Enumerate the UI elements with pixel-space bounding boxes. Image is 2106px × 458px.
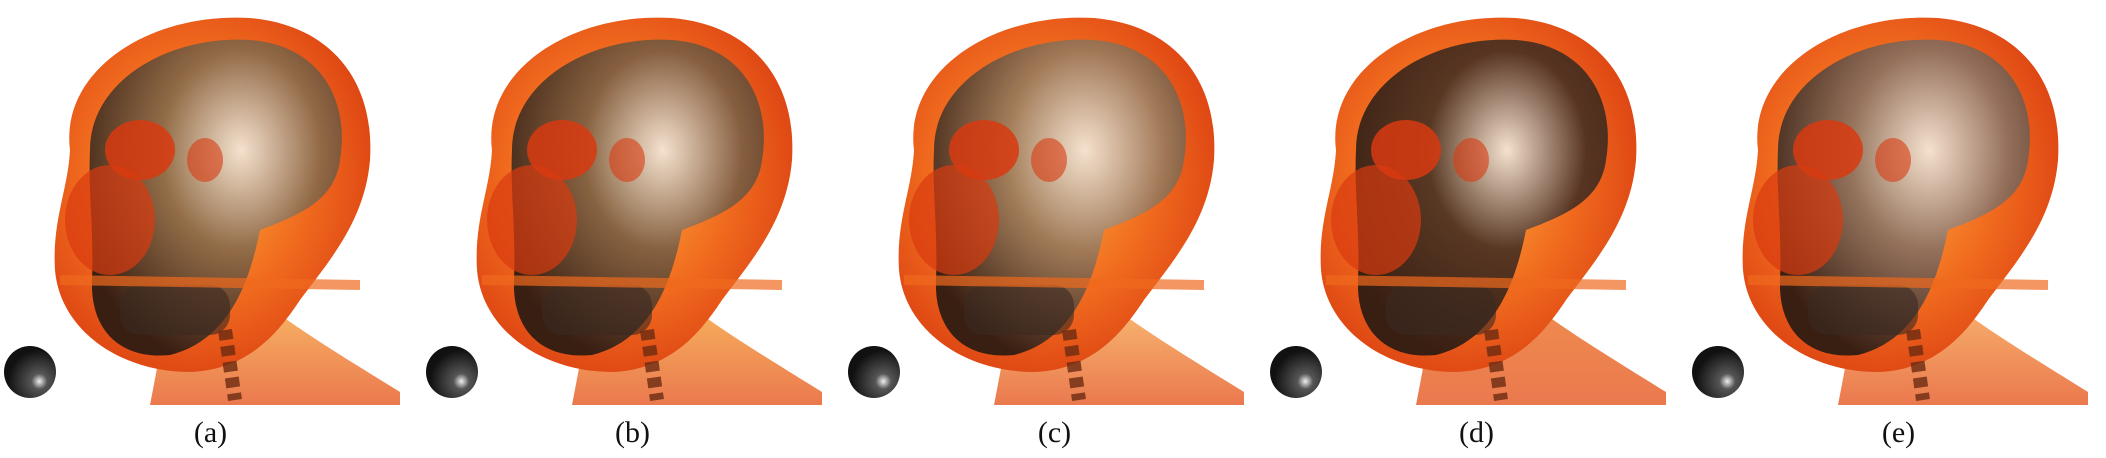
cheek	[65, 165, 155, 275]
orbit-left	[527, 120, 597, 180]
teeth	[542, 285, 652, 335]
jaw-band	[481, 275, 783, 290]
render-panel-2: (b)	[422, 0, 843, 458]
teeth	[1386, 285, 1496, 335]
lighting-sphere	[848, 346, 900, 398]
jaw-band	[903, 275, 1205, 290]
panel-caption: (b)	[615, 416, 650, 449]
cheek	[1753, 165, 1843, 275]
orbit-left	[1793, 120, 1863, 180]
orbit-right	[1875, 138, 1911, 182]
spine	[1906, 329, 1930, 401]
orbit-right	[1453, 138, 1489, 182]
spine	[218, 329, 242, 401]
render-panel-3: (c)	[844, 0, 1265, 458]
panel-caption: (e)	[1881, 416, 1916, 449]
teeth	[964, 285, 1074, 335]
lighting-sphere	[4, 346, 56, 398]
orbit-right	[1031, 138, 1067, 182]
orbit-right	[187, 138, 223, 182]
lighting-sphere	[1270, 346, 1322, 398]
lighting-sphere	[426, 346, 478, 398]
cheek	[487, 165, 577, 275]
cheek	[909, 165, 999, 275]
volume-render-image	[848, 17, 1244, 405]
spine	[1062, 329, 1086, 401]
teeth	[1808, 285, 1918, 335]
render-panel-1: (a)	[0, 0, 421, 458]
lighting-sphere	[1692, 346, 1744, 398]
render-panel-5: (e)	[1688, 0, 2106, 458]
panel-caption: (c)	[1037, 416, 1072, 449]
volume-render-image	[1692, 17, 2088, 405]
volume-render-image	[4, 17, 400, 405]
spine	[640, 329, 664, 401]
volume-render-image	[1270, 17, 1666, 405]
spine	[1484, 329, 1508, 401]
jaw-band	[59, 275, 361, 290]
orbit-right	[609, 138, 645, 182]
panel-caption: (a)	[193, 416, 228, 449]
volume-render-image	[426, 17, 822, 405]
orbit-left	[949, 120, 1019, 180]
cheek	[1331, 165, 1421, 275]
orbit-left	[105, 120, 175, 180]
teeth	[120, 285, 230, 335]
jaw-band	[1747, 275, 2049, 290]
render-panel-4: (d)	[1266, 0, 1687, 458]
panel-caption: (d)	[1459, 416, 1494, 449]
orbit-left	[1371, 120, 1441, 180]
jaw-band	[1325, 275, 1627, 290]
